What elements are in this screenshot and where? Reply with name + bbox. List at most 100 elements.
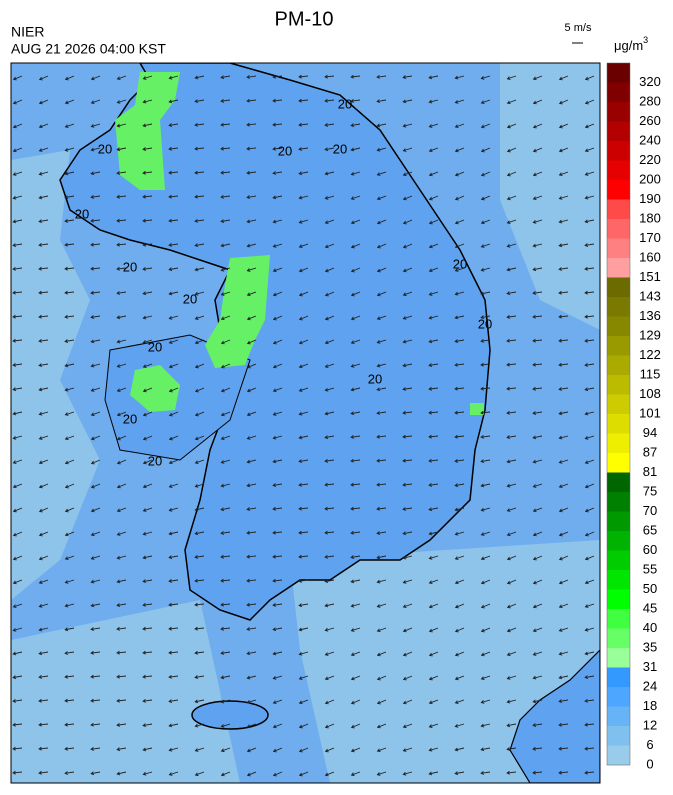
wind-arrow — [532, 99, 543, 105]
wind-arrow — [168, 602, 179, 607]
wind-arrow — [64, 290, 75, 295]
wind-arrow — [454, 123, 465, 129]
wind-arrow — [272, 387, 283, 393]
wind-arrow — [12, 531, 23, 537]
high-pm-area — [115, 72, 180, 190]
wind-arrow — [90, 507, 101, 513]
wind-arrow — [558, 314, 569, 319]
wind-arrow — [64, 603, 75, 608]
colorbar-label: 240 — [639, 132, 661, 147]
wind-arrow — [116, 723, 127, 727]
wind-arrow — [324, 579, 335, 584]
wind-arrow — [246, 771, 257, 777]
wind-arrow — [350, 435, 361, 439]
wind-arrow — [272, 122, 283, 127]
wind-arrow — [12, 195, 23, 200]
wind-arrow — [142, 387, 153, 393]
wind-arrow — [584, 746, 595, 751]
wind-arrow — [246, 507, 257, 511]
high-pm-area — [470, 403, 484, 415]
wind-arrow — [272, 219, 283, 224]
wind-arrow — [64, 555, 75, 561]
wind-arrow — [90, 555, 101, 560]
wind-arrow — [376, 579, 387, 584]
wind-arrow — [324, 243, 335, 249]
wind-arrow — [584, 99, 595, 105]
wind-arrow — [584, 603, 595, 608]
wind-arrow — [532, 123, 543, 129]
wind-arrow — [480, 603, 491, 609]
wind-arrow — [350, 530, 361, 535]
wind-arrow — [116, 435, 127, 441]
wind-arrow — [532, 723, 543, 727]
wind-arrow — [350, 195, 361, 200]
wind-arrow — [376, 123, 387, 128]
wind-arrow — [532, 603, 543, 609]
wind-arrow — [532, 435, 543, 440]
wind-arrow — [324, 387, 335, 392]
map: 20 20 20 20 20 20 20 20 20 20 20 20 20 — [10, 62, 601, 784]
wind-arrow — [64, 242, 75, 247]
wind-arrow — [350, 74, 361, 79]
wind-arrow — [454, 651, 465, 657]
wind-arrow — [246, 98, 257, 103]
wind-arrow — [168, 531, 179, 536]
wind-arrow — [64, 147, 75, 152]
wind-arrow — [194, 771, 205, 777]
wind-arrow — [350, 506, 361, 511]
wind-arrow — [168, 435, 179, 441]
wind-arrow — [584, 338, 595, 343]
wind-arrow — [168, 291, 179, 296]
wind-arrow — [64, 363, 75, 368]
colorbar-segment — [607, 102, 630, 122]
low-concentration-area — [11, 63, 600, 783]
wind-arrow — [506, 195, 517, 201]
wind-arrow — [220, 699, 231, 704]
wind-arrow — [558, 387, 569, 391]
wind-arrow — [194, 339, 205, 345]
wind-arrow — [506, 770, 517, 775]
wind-arrow — [142, 698, 153, 703]
colorbar-label: 6 — [646, 737, 653, 752]
wind-arrow — [402, 171, 413, 177]
colorbar-label: 143 — [639, 288, 661, 303]
wind-arrow — [376, 482, 387, 487]
colorbar-segment — [607, 648, 630, 668]
wind-arrow — [220, 507, 231, 512]
unit-base: μg/m — [614, 38, 643, 53]
wind-arrow — [142, 747, 153, 752]
wind-arrow — [298, 747, 309, 753]
wind-arrow — [324, 219, 335, 224]
wind-arrow — [350, 603, 361, 608]
wind-arrow — [480, 555, 491, 561]
wind-arrow — [194, 435, 205, 441]
colorbar-label: 31 — [643, 659, 657, 674]
wind-arrow — [246, 435, 257, 440]
wind-arrow — [220, 75, 231, 80]
contour-label: 20 — [368, 371, 382, 386]
wind-arrow — [12, 770, 23, 775]
wind-arrow — [376, 699, 387, 705]
wind-arrow — [38, 411, 49, 416]
wind-arrow — [220, 675, 231, 680]
wind-arrow — [532, 699, 543, 704]
wind-arrow — [298, 482, 309, 487]
wind-arrow — [454, 243, 465, 249]
colorbar-label: 40 — [643, 620, 657, 635]
wind-arrow — [12, 746, 23, 751]
wind-arrow — [402, 147, 413, 152]
wind-arrow — [428, 99, 439, 104]
wind-arrow — [584, 266, 595, 271]
wind-arrow — [454, 723, 465, 728]
wind-arrow — [350, 482, 361, 487]
high-pm-area — [130, 365, 180, 412]
wind-arrow — [298, 411, 309, 416]
unit: μg/m3 — [614, 35, 648, 53]
wind-arrow — [428, 771, 439, 776]
wind-arrow — [12, 123, 23, 129]
wind-arrow — [168, 99, 179, 104]
wind-arrow — [350, 267, 361, 273]
contour-labels: 20 20 20 20 20 20 20 20 20 20 20 20 20 — [75, 96, 492, 468]
wind-arrow — [558, 243, 569, 248]
wind-arrow — [90, 698, 101, 703]
